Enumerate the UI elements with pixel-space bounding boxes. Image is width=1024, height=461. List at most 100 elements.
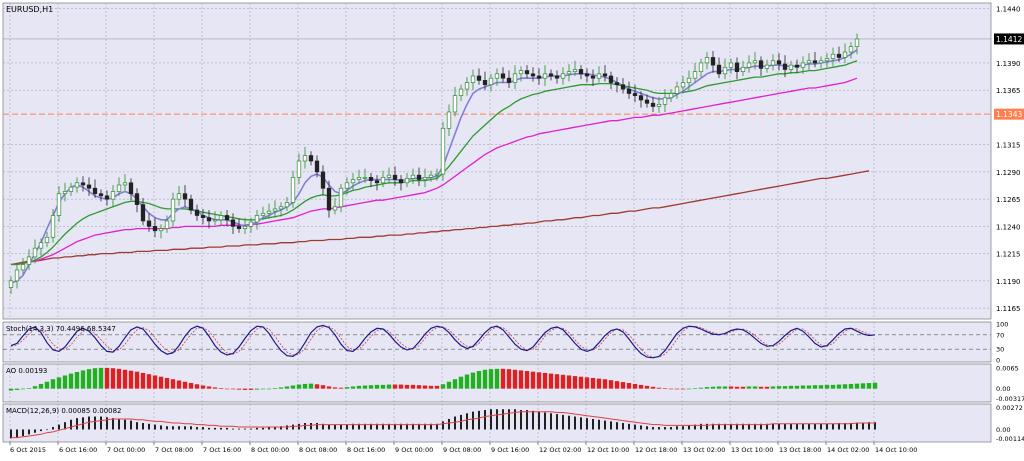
candle-body (272, 208, 278, 212)
candle (26, 249, 32, 270)
candle-body (362, 176, 368, 179)
ao-bar (818, 385, 824, 389)
candle (704, 52, 710, 70)
macd-bar (106, 417, 108, 430)
candle (566, 64, 572, 82)
ao-bar (602, 379, 608, 389)
candle-body (752, 60, 758, 64)
candle-body (368, 176, 374, 181)
macd-bar (694, 424, 696, 430)
candle-body (446, 111, 452, 129)
candle (584, 68, 590, 83)
candle-body (578, 69, 584, 75)
ao-bar (308, 383, 314, 389)
macd-bar (280, 426, 282, 430)
candle (62, 182, 68, 202)
time-axis: 6 Oct 2015 6 Oct 16:00 7 Oct 00:00 7 Oct 08… (9, 442, 917, 454)
ao-bar (242, 388, 248, 390)
ao-pane: AO 0.00193 0.0065 0.00 -0.00317 (2, 363, 1024, 403)
candle-body (746, 62, 752, 68)
candle (644, 94, 650, 108)
candle (326, 180, 332, 218)
candle (716, 57, 722, 79)
candle (506, 70, 512, 88)
macd-bar (646, 426, 648, 430)
ao-bar (80, 370, 86, 389)
macd-bar (76, 418, 78, 430)
candle (602, 65, 608, 82)
candle-body (686, 77, 692, 83)
candle (818, 56, 824, 69)
macd-bar (430, 423, 432, 430)
candle (308, 151, 314, 166)
candle-body (842, 51, 848, 58)
ao-bar (776, 386, 782, 389)
time-label: 8 Oct 08:00 (299, 446, 337, 454)
candle (446, 104, 452, 136)
macd-bar (334, 424, 336, 430)
ao-bar (416, 385, 422, 389)
macd-bar (520, 410, 522, 430)
ao-bar (248, 388, 254, 390)
candle (746, 55, 752, 73)
macd-bar (592, 418, 594, 430)
candle-body (524, 70, 530, 75)
candle (104, 190, 110, 206)
ao-bar (530, 371, 536, 389)
candle-body (212, 219, 218, 222)
macd-tick-label: 0.00272 (996, 404, 1023, 412)
ao-bar (506, 369, 512, 389)
ao-bar (668, 388, 674, 390)
ao-bar (386, 384, 392, 389)
macd-bar (370, 423, 372, 430)
candle (632, 84, 638, 103)
candle-body (104, 195, 110, 200)
candle (206, 210, 212, 229)
candle-body (704, 57, 710, 64)
macd-bar (478, 410, 480, 430)
macd-bar (34, 429, 36, 433)
stochastic-signal-line (10, 325, 876, 358)
candle (500, 67, 506, 83)
ao-bar (680, 388, 686, 390)
candle-body (836, 53, 842, 58)
ao-bar (326, 386, 332, 389)
candle (812, 52, 818, 68)
ao-bar (482, 369, 488, 389)
ao-bar (380, 384, 386, 389)
candle (386, 167, 392, 183)
candle-body (206, 217, 212, 222)
macd-bar (550, 413, 552, 430)
candle-body (320, 171, 326, 189)
ao-bar (86, 369, 92, 389)
ao-bar (38, 383, 44, 389)
ao-bar (590, 377, 596, 389)
time-label: 8 Oct 16:00 (347, 446, 385, 454)
macd-bar (52, 427, 54, 430)
ao-bar (320, 385, 326, 389)
macd-bar (532, 410, 534, 430)
candle (404, 172, 410, 188)
macd-bar (100, 416, 102, 430)
macd-bar (598, 419, 600, 430)
macd-bar (502, 409, 504, 430)
candle (800, 56, 806, 74)
candle-body (74, 182, 80, 188)
hline-price-text: 1.1343 (996, 110, 1022, 119)
macd-bar (718, 423, 720, 430)
ao-bar (56, 377, 62, 389)
ma-mid-line (11, 60, 858, 266)
stochastic-grid (3, 322, 991, 362)
macd-bar (40, 429, 42, 432)
stochastic-pane: Stoch(14,3,3) 70.4496 68.5347 100 70 30 0 (2, 321, 1008, 365)
macd-bar (790, 423, 792, 430)
candle (74, 177, 80, 193)
macd-bar (148, 423, 150, 430)
candle (782, 55, 788, 78)
macd-bar (778, 423, 780, 430)
candle-body (224, 215, 230, 221)
candle-body (338, 187, 344, 208)
price-axis: 1.1440 1.1390 1.1365 1.1315 1.1290 1.1265 1.12… (996, 5, 1021, 313)
ao-tick-label: 0.00 (996, 385, 1010, 393)
candle (290, 170, 296, 208)
